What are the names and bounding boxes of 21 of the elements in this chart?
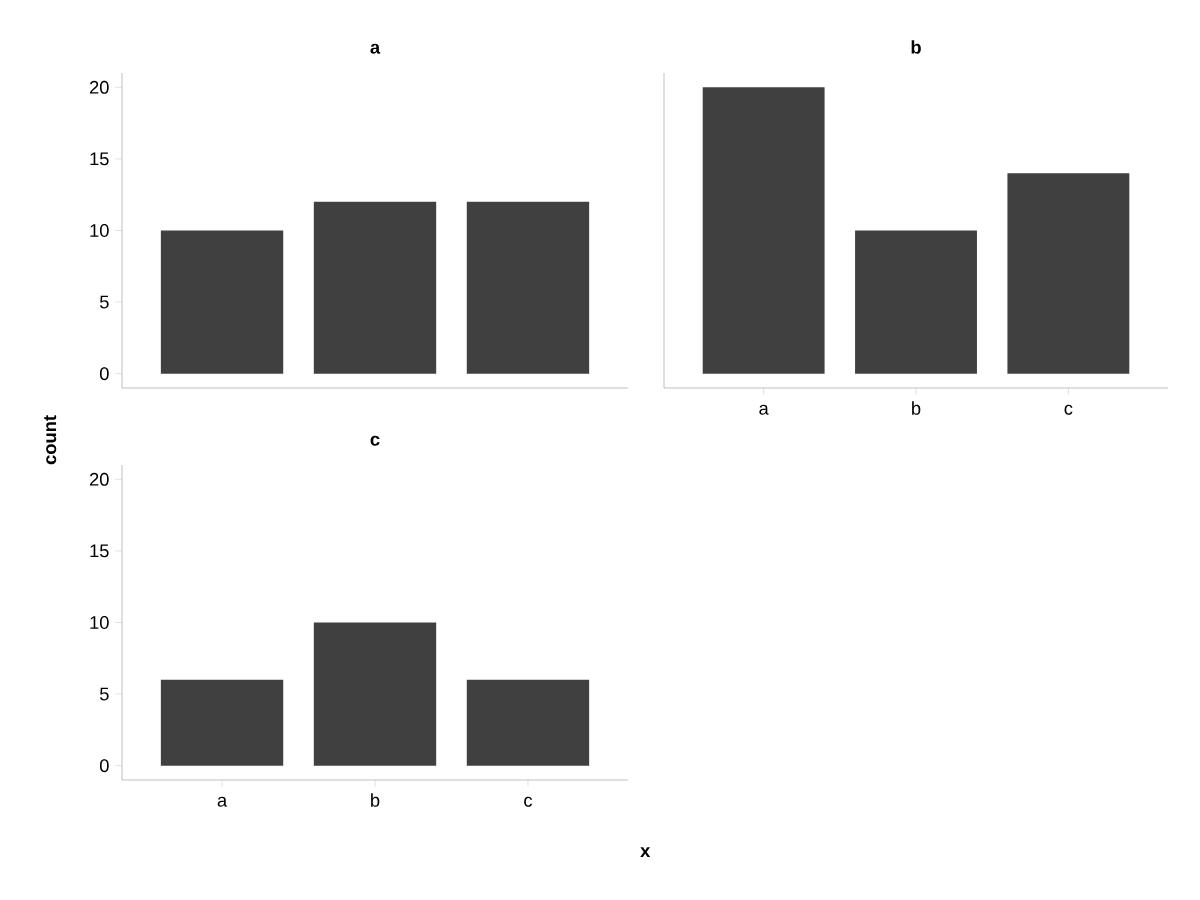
y-tick-label: 5 (99, 687, 109, 701)
x-tick-label: a (217, 796, 228, 807)
y-tick-label: 15 (90, 544, 109, 558)
y-tick-label: 20 (89, 80, 109, 94)
x-axis-title: x (640, 847, 651, 857)
x-tick-label: c (1064, 404, 1073, 415)
y-tick-label: 10 (90, 616, 109, 629)
y-tick-label: 0 (99, 367, 109, 381)
y-tick-label: 5 (99, 295, 109, 309)
y-tick-label: 10 (90, 224, 109, 237)
x-tick-label: a (759, 404, 769, 415)
chart-title: a (370, 43, 381, 54)
x-tick-label: b (371, 793, 380, 807)
x-tick-label: b (912, 401, 921, 415)
chart-title: c (370, 435, 380, 446)
y-tick-label: 0 (99, 759, 109, 773)
chart-title: b (911, 40, 921, 54)
x-tick-label: c (524, 796, 533, 807)
y-tick-label: 15 (90, 152, 109, 166)
y-tick-label: 20 (89, 472, 109, 486)
y-axis-title: count (44, 415, 57, 465)
